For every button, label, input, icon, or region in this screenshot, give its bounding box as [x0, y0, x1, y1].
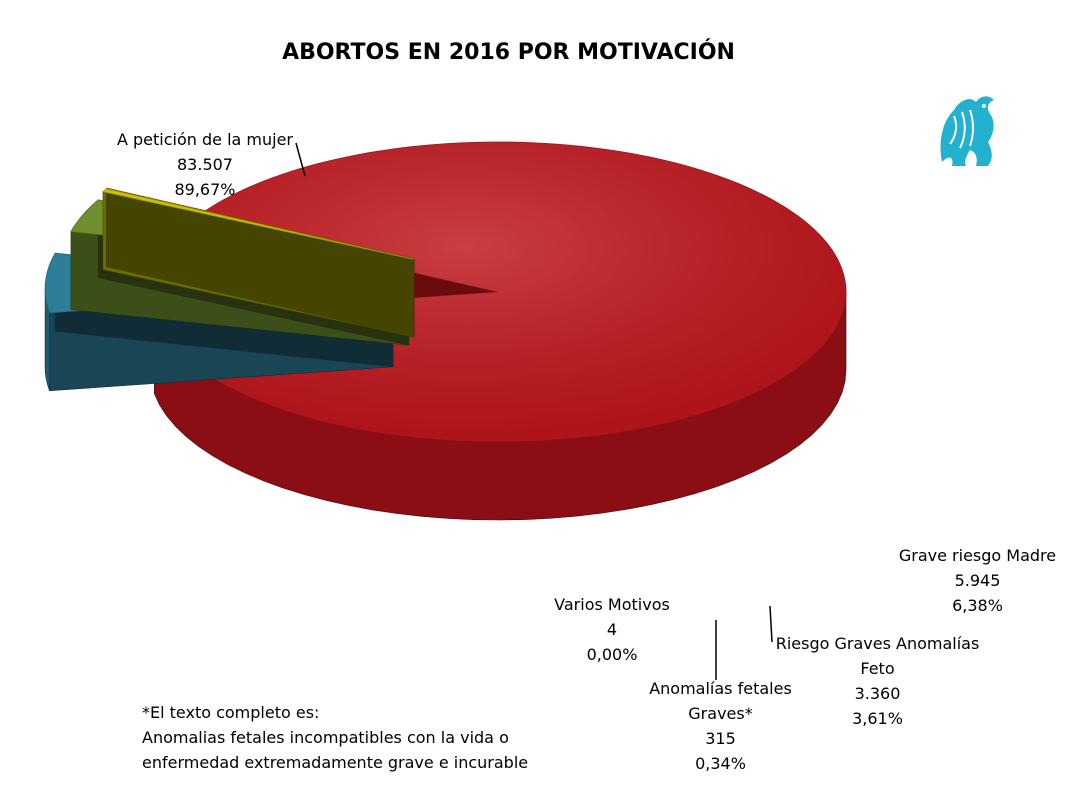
slice-percent: 0,00%	[586, 645, 638, 664]
slice-label-peticion: A petición de la mujer 83.507 89,67%	[100, 127, 310, 202]
slice-label-riesgo-graves-anomalias-feto: Riesgo Graves Anomalías Feto 3.360 3,61%	[765, 631, 990, 731]
slice-label-varios-motivos: Varios Motivos 4 0,00%	[532, 592, 692, 667]
slice-name: A petición de la mujer	[116, 130, 294, 149]
slice-name: Grave riesgo Madre	[898, 546, 1057, 565]
leader-line-0	[295, 142, 306, 177]
slice-percent: 3,61%	[852, 709, 903, 728]
leader-line-2	[769, 605, 773, 643]
slice-name-line-1: Anomalías fetales	[649, 679, 792, 698]
footnote-line-3: enfermedad extremadamente grave e incura…	[142, 753, 529, 772]
slice-percent: 89,67%	[174, 180, 236, 199]
slice-label-anomalias-fetales-graves: Anomalías fetales Graves* 315 0,34%	[628, 676, 813, 776]
footnote: *El texto completo es: Anomalias fetales…	[142, 700, 528, 775]
slice-top	[102, 188, 414, 260]
slice-value: 3.360	[854, 684, 901, 703]
slice-top	[105, 187, 415, 259]
slice-value: 83.507	[177, 155, 233, 174]
slice-percent: 6,38%	[952, 596, 1003, 615]
slice-name-line-1: Riesgo Graves Anomalías	[775, 634, 980, 653]
chart-title: ABORTOS EN 2016 POR MOTIVACIÓN	[282, 40, 735, 65]
slice-percent: 0,34%	[695, 754, 746, 773]
slice-name-line-2: Graves*	[688, 704, 753, 723]
slice-value: 315	[705, 729, 736, 748]
slice-value: 4	[606, 620, 618, 639]
slice-value: 5.945	[954, 571, 1001, 590]
pie-slice-3	[102, 188, 414, 338]
footnote-line-1: *El texto completo es:	[142, 703, 320, 722]
footnote-line-2: Anomalias fetales incompatibles con la v…	[142, 728, 509, 747]
slice-name: Varios Motivos	[554, 595, 670, 614]
slice-label-grave-riesgo-madre: Grave riesgo Madre 5.945 6,38%	[880, 543, 1075, 618]
griffin-logo-icon	[940, 96, 994, 166]
slice-name-line-2: Feto	[860, 659, 895, 678]
